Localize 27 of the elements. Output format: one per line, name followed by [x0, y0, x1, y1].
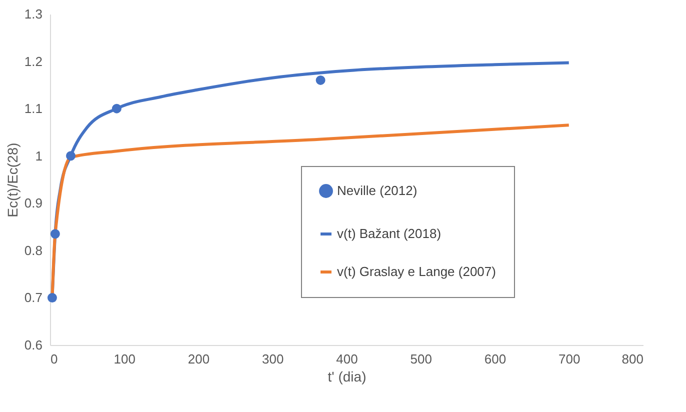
point	[316, 75, 326, 85]
y-tick-label: 0.6	[24, 338, 42, 352]
y-tick-label: 0.8	[24, 242, 42, 258]
y-tick-label: 1	[35, 148, 42, 164]
y-tick-label: 1.1	[24, 101, 42, 116]
y-tick-label: 1.3	[24, 6, 42, 22]
x-tick-label: 800	[622, 352, 644, 366]
legend-label: Neville (2012)	[337, 183, 418, 198]
point	[50, 229, 60, 239]
x-tick-label: 500	[410, 352, 432, 366]
y-tick-label: 0.9	[24, 196, 42, 211]
x-tick-label: 700	[558, 352, 580, 366]
legend-label: v(t) Graslay e Lange (2007)	[337, 264, 496, 279]
point	[112, 104, 122, 114]
x-axis-title: t' (dia)	[328, 368, 366, 384]
y-tick-label: 0.7	[24, 290, 42, 306]
x-tick-label: 300	[262, 352, 284, 366]
point	[47, 292, 57, 302]
x-tick-label: 0	[50, 352, 58, 366]
point	[66, 151, 76, 161]
x-tick-label: 400	[336, 352, 358, 366]
x-tick-label: 600	[484, 352, 506, 366]
x-tick-label: 100	[114, 352, 136, 366]
y-tick-label: 1.2	[24, 54, 42, 69]
x-tick-label: 200	[188, 352, 210, 366]
y-axis-title: Ec(t)/Ec(28)	[4, 142, 20, 218]
legend-label: v(t) Bažant (2018)	[337, 226, 442, 241]
